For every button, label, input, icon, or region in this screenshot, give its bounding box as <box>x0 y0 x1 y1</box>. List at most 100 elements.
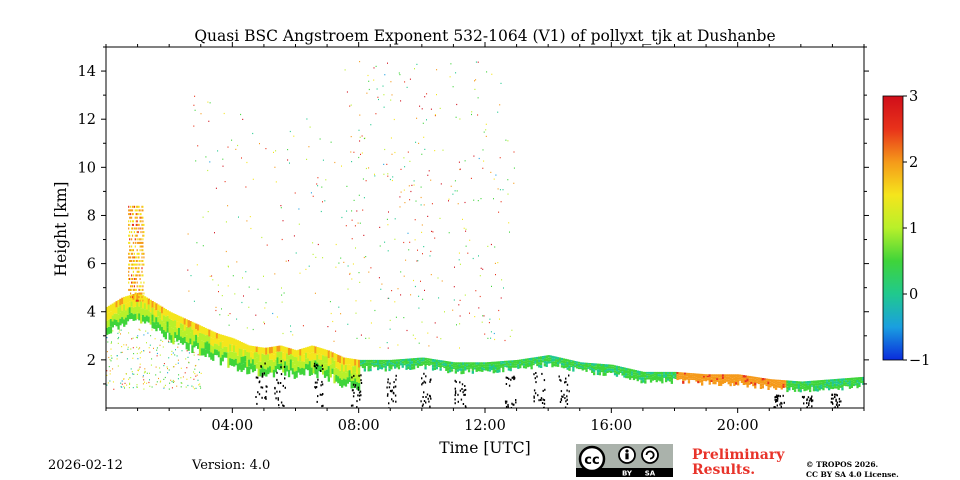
layer-cell <box>151 314 154 322</box>
layer-cell <box>663 373 666 375</box>
scatter-point <box>416 260 418 262</box>
layer-cell <box>212 338 215 347</box>
low-signal-cell <box>775 395 777 398</box>
scatter-point <box>264 307 266 309</box>
layer-cell <box>206 341 209 348</box>
layer-cell <box>130 300 133 307</box>
layer-cell <box>757 377 761 380</box>
layer-cell <box>202 341 205 349</box>
layer-cell <box>795 385 799 387</box>
scatter-point <box>507 179 509 181</box>
layer-cell <box>447 361 450 365</box>
layer-cell <box>331 357 334 364</box>
layer-cell <box>248 352 251 360</box>
layer-cell <box>767 384 770 388</box>
scatter-point <box>499 104 501 106</box>
plume-cell <box>136 231 138 234</box>
layer-cell <box>500 362 503 365</box>
layer-cell <box>106 306 109 314</box>
layer-cell <box>234 358 238 366</box>
layer-cell <box>367 365 370 369</box>
layer-cell <box>733 374 736 378</box>
low-signal-cell <box>421 404 424 407</box>
layer-cell <box>721 376 725 380</box>
low-signal-cell <box>560 399 563 402</box>
plume-cell <box>132 256 134 259</box>
low-signal-cell <box>803 402 805 405</box>
layer-cell <box>655 379 658 383</box>
layer-cell <box>261 347 264 354</box>
layer-cell <box>405 367 408 370</box>
low-signal-cell <box>568 390 570 393</box>
scatter-point <box>283 292 285 294</box>
low-signal-cell <box>315 386 318 388</box>
scatter-point <box>410 294 412 296</box>
layer-cell <box>138 306 141 314</box>
plume-cell <box>141 205 143 208</box>
layer-cell <box>786 389 789 393</box>
layer-cell <box>517 362 520 365</box>
layer-cell <box>589 363 592 365</box>
plume-cell <box>128 267 130 270</box>
low-signal-cell <box>830 397 833 400</box>
scatter-point <box>421 224 423 226</box>
layer-cell <box>143 309 147 317</box>
scatter-point <box>438 297 440 299</box>
scatter-point <box>139 366 141 368</box>
layer-cell <box>195 323 198 330</box>
scatter-point <box>264 323 265 325</box>
preliminary-results-notice: Preliminary Results. <box>692 448 784 478</box>
layer-cell <box>812 388 816 392</box>
layer-cell <box>570 363 573 366</box>
scatter-point <box>482 167 484 169</box>
layer-cell <box>395 359 399 362</box>
plume-cell <box>140 231 142 234</box>
layer-cell <box>780 384 783 388</box>
layer-cell <box>162 329 166 338</box>
layer-cell <box>238 362 241 370</box>
scatter-point <box>150 364 152 366</box>
plume-cell <box>138 285 140 288</box>
scatter-point <box>252 328 254 331</box>
plume-cell <box>139 213 141 216</box>
layer-cell <box>348 370 351 377</box>
layer-cell <box>403 363 406 366</box>
plume-cell <box>142 220 144 223</box>
layer-cell <box>142 308 145 315</box>
low-signal-cell <box>464 388 467 391</box>
scatter-point <box>495 174 497 176</box>
plume-cell <box>141 260 143 262</box>
layer-cell <box>210 345 213 353</box>
layer-cell <box>320 360 323 366</box>
plume-cell <box>134 263 136 266</box>
layer-cell <box>225 346 228 353</box>
layer-cell <box>822 382 825 386</box>
scatter-point <box>329 301 331 303</box>
layer-cell <box>843 384 846 386</box>
scatter-point <box>370 124 372 126</box>
scatter-point <box>448 200 449 202</box>
scatter-point <box>459 263 461 265</box>
scatter-point <box>502 189 504 191</box>
layer-cell <box>329 357 332 365</box>
scatter-point <box>387 173 389 175</box>
low-signal-cell <box>565 400 567 403</box>
plume-cell <box>142 263 144 266</box>
layer-cell <box>115 307 118 314</box>
low-signal-cell <box>425 401 427 404</box>
low-signal-cell <box>313 365 316 367</box>
scatter-point <box>414 219 416 221</box>
scatter-point <box>315 256 317 258</box>
layer-cell <box>577 367 581 370</box>
layer-cell <box>411 366 414 370</box>
scatter-point <box>287 159 289 161</box>
low-signal-cell <box>322 368 324 370</box>
layer-cell <box>467 367 471 370</box>
plume-cell <box>128 270 130 273</box>
layer-cell <box>678 377 681 380</box>
layer-cell <box>640 380 643 384</box>
layer-cell <box>710 380 713 382</box>
layer-cell <box>687 378 691 381</box>
layer-cell <box>799 389 802 393</box>
layer-cell <box>341 364 344 373</box>
